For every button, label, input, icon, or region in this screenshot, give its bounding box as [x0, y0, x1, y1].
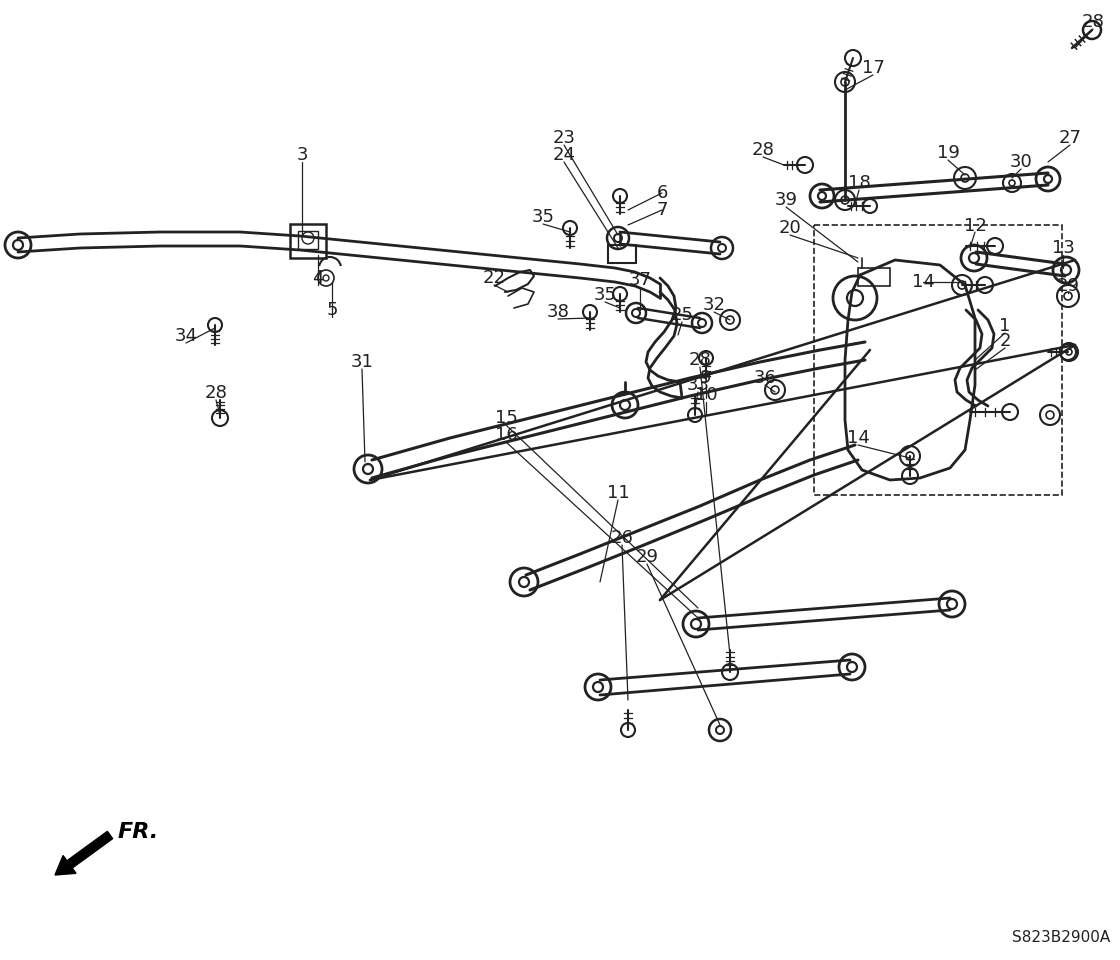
Text: 19: 19 [936, 144, 960, 162]
Text: 37: 37 [628, 271, 652, 289]
Text: 30: 30 [1009, 153, 1033, 171]
Text: 35: 35 [532, 208, 554, 226]
Text: 1: 1 [999, 317, 1010, 335]
Bar [814, 225, 1062, 495]
Text: 6: 6 [656, 184, 668, 202]
Text: 17: 17 [861, 59, 885, 77]
Text: 26: 26 [610, 529, 634, 547]
Text: 35: 35 [594, 286, 616, 304]
Bar [608, 245, 636, 263]
Text: 27: 27 [1058, 129, 1082, 147]
Bar [298, 231, 318, 249]
Text: 29: 29 [1056, 277, 1080, 295]
Text: 28: 28 [752, 141, 774, 159]
Text: 29: 29 [635, 548, 659, 566]
Text: 7: 7 [656, 201, 668, 219]
Text: 28: 28 [205, 384, 227, 402]
Text: 36: 36 [754, 369, 776, 387]
Text: 24: 24 [552, 146, 576, 164]
Text: 22: 22 [483, 269, 505, 287]
Text: 9: 9 [700, 369, 711, 387]
Text: 11: 11 [607, 484, 629, 502]
Text: 5: 5 [326, 301, 338, 319]
Text: 34: 34 [175, 327, 197, 345]
Text: 33: 33 [687, 376, 709, 394]
Text: 14: 14 [847, 429, 869, 447]
Text: 18: 18 [848, 174, 870, 192]
Text: 10: 10 [694, 386, 717, 404]
Text: 12: 12 [963, 217, 987, 235]
Text: FR.: FR. [118, 822, 159, 842]
Text: 15: 15 [495, 409, 517, 427]
Text: S823B2900A: S823B2900A [1011, 930, 1110, 946]
Text: 20: 20 [778, 219, 802, 237]
Text: 39: 39 [775, 191, 797, 209]
Text: 38: 38 [547, 303, 569, 321]
Text: 13: 13 [1052, 239, 1074, 257]
Text: 31: 31 [351, 353, 373, 371]
Text: 3: 3 [297, 146, 308, 164]
Text: 28: 28 [1082, 13, 1104, 31]
Bar [858, 268, 890, 286]
Text: 16: 16 [495, 426, 517, 444]
Bar [290, 224, 326, 258]
Text: 23: 23 [552, 129, 576, 147]
Text: 4: 4 [312, 269, 324, 287]
Text: 32: 32 [702, 296, 726, 314]
Text: 25: 25 [671, 306, 693, 324]
FancyArrow shape [55, 831, 113, 875]
Text: 14: 14 [912, 273, 934, 291]
Text: 2: 2 [999, 332, 1010, 350]
Text: 28: 28 [689, 351, 711, 369]
